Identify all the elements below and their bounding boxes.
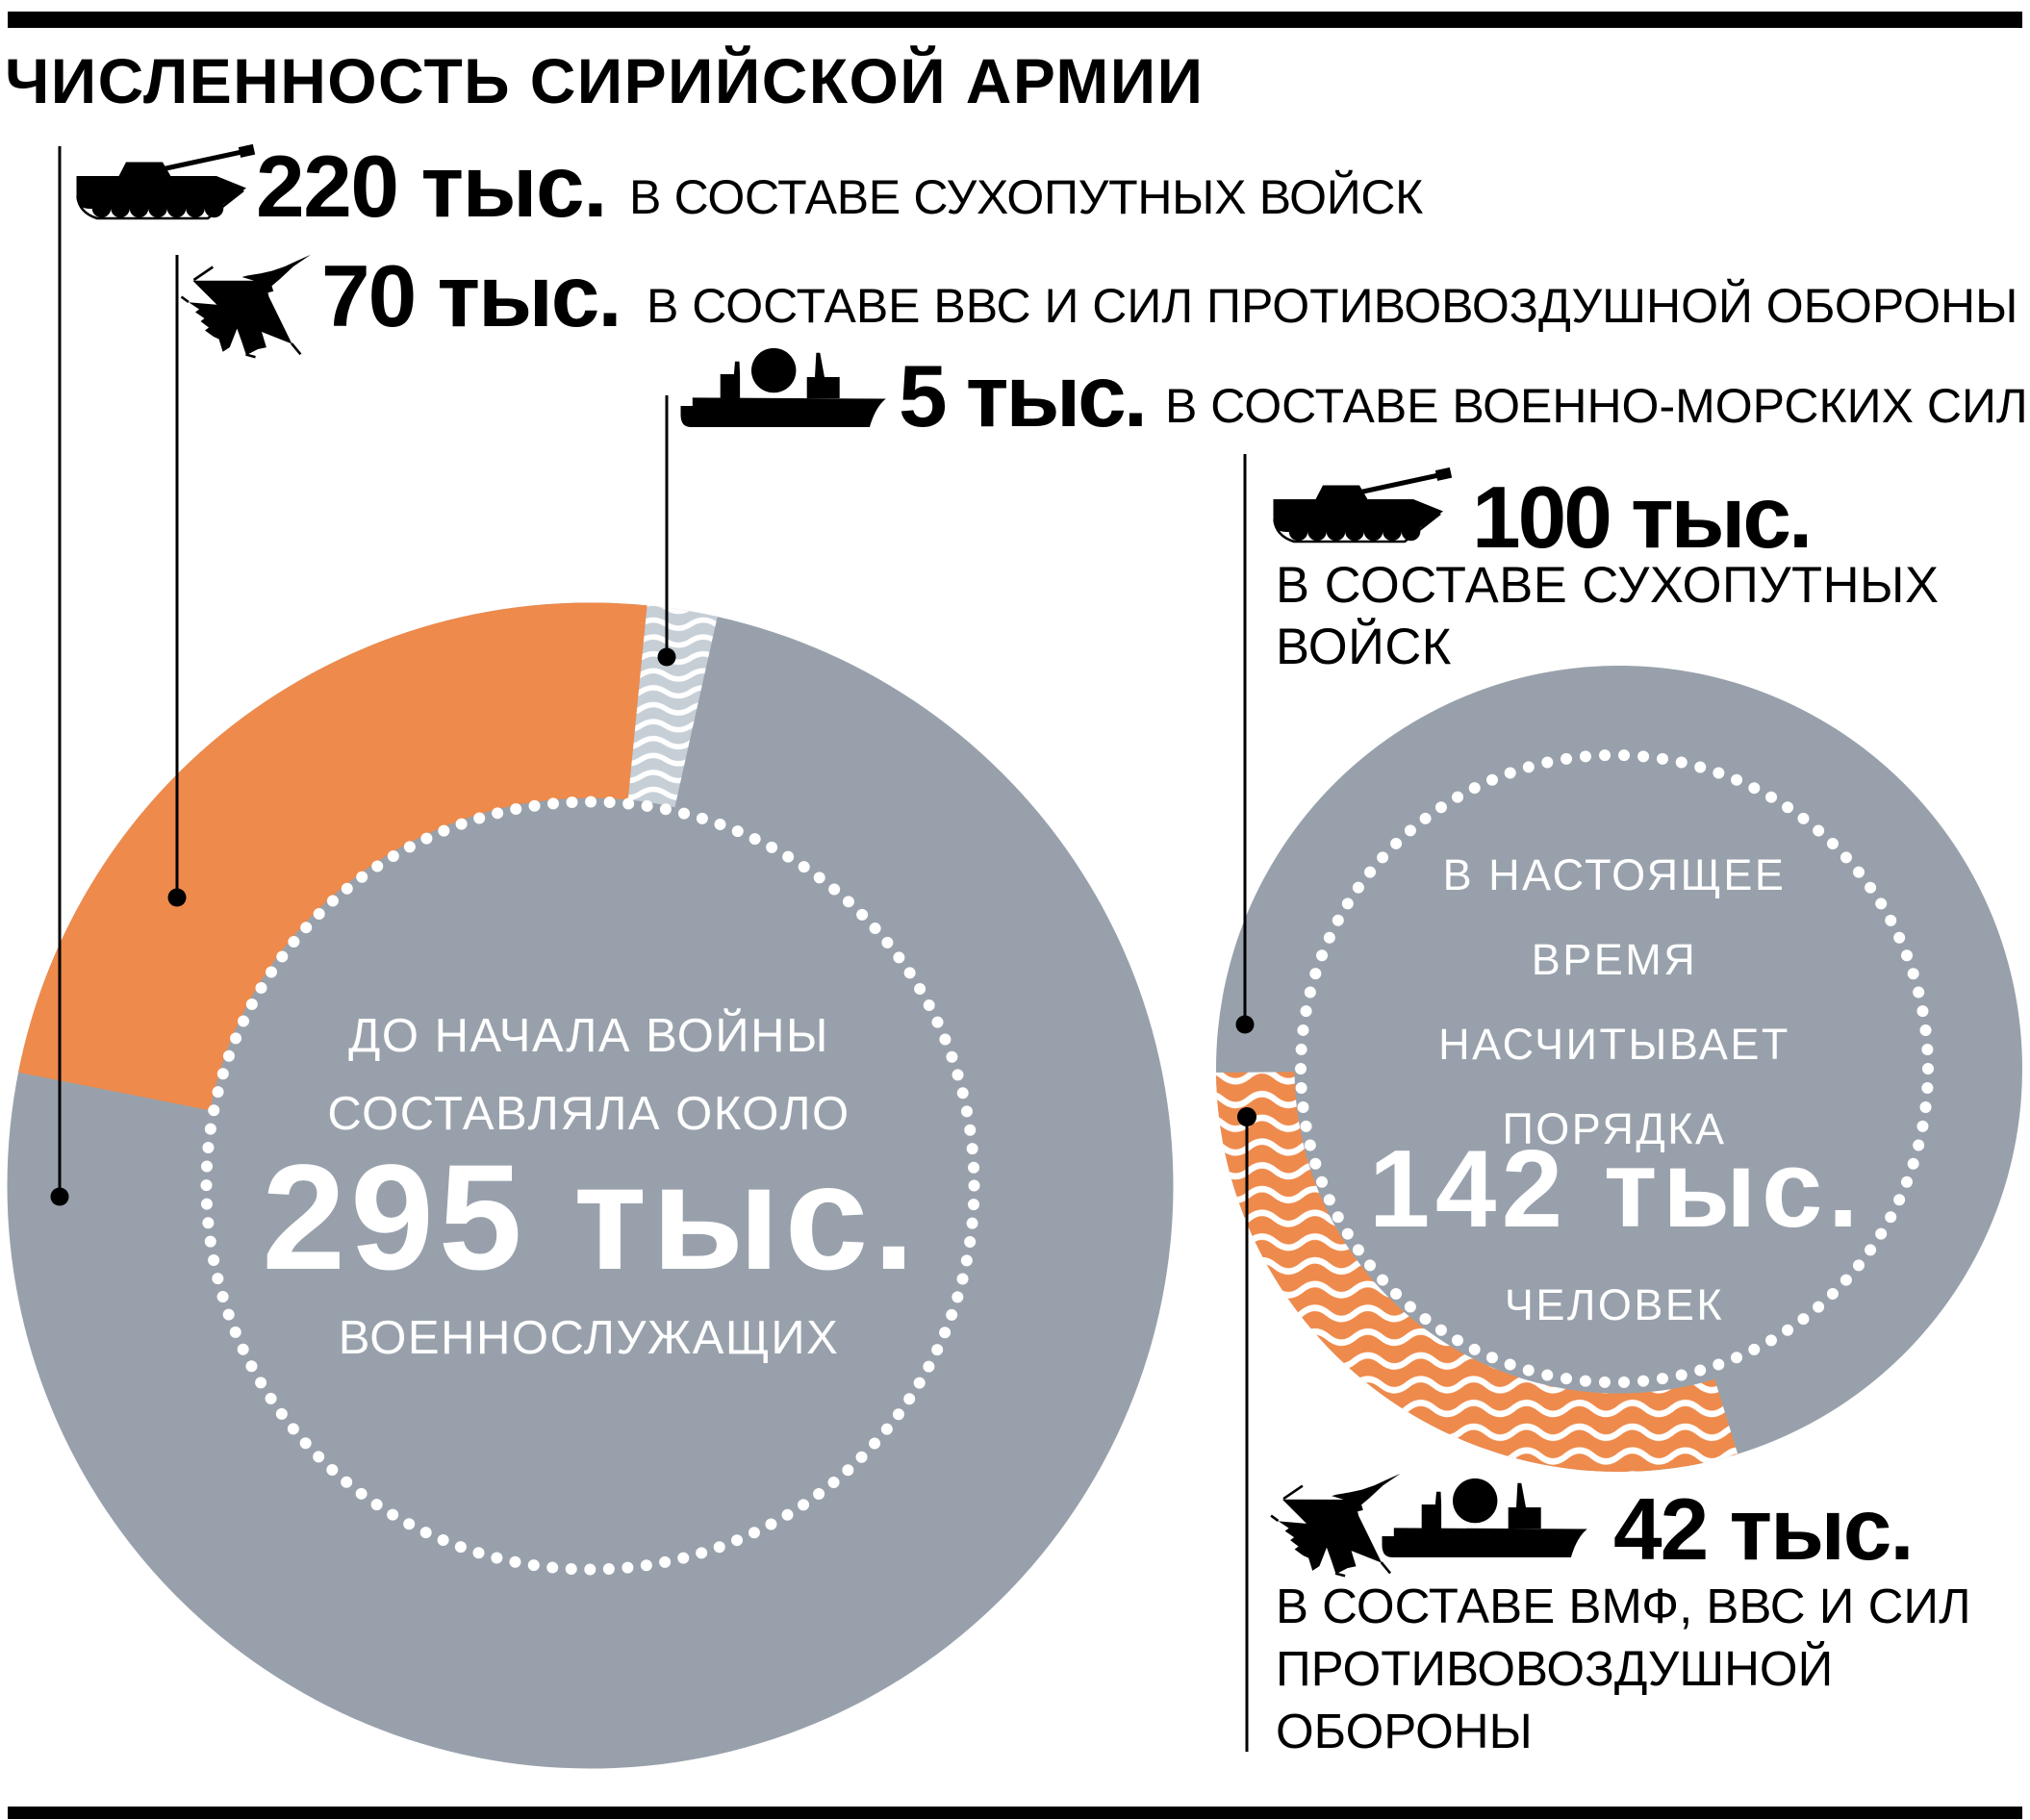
svg-text:ВОЙСК: ВОЙСК [1276, 619, 1452, 675]
svg-text:ОБОРОНЫ: ОБОРОНЫ [1276, 1704, 1533, 1758]
svg-text:СОСТАВЛЯЛА ОКОЛО: СОСТАВЛЯЛА ОКОЛО [327, 1088, 850, 1140]
svg-text:5 тыс.: 5 тыс. [899, 348, 1145, 445]
svg-text:В СОСТАВЕ ВМФ, ВВС И СИЛ: В СОСТАВЕ ВМФ, ВВС И СИЛ [1276, 1579, 1971, 1633]
svg-text:142 тыс.: 142 тыс. [1369, 1128, 1864, 1251]
svg-text:В СОСТАВЕ ВВС И СИЛ ПРОТИВОВОЗ: В СОСТАВЕ ВВС И СИЛ ПРОТИВОВОЗДУШНОЙ ОБО… [647, 278, 2017, 333]
svg-text:70 тыс.: 70 тыс. [321, 248, 621, 345]
svg-text:ЧИСЛЕННОСТЬ СИРИЙСКОЙ АРМИИ: ЧИСЛЕННОСТЬ СИРИЙСКОЙ АРМИИ [5, 44, 1204, 116]
svg-text:ДО НАЧАЛА ВОЙНЫ: ДО НАЧАЛА ВОЙНЫ [348, 1009, 829, 1062]
svg-text:ВРЕМЯ: ВРЕМЯ [1532, 935, 1698, 984]
svg-text:220 тыс.: 220 тыс. [256, 139, 606, 236]
svg-text:ПРОТИВОВОЗДУШНОЙ: ПРОТИВОВОЗДУШНОЙ [1276, 1640, 1833, 1696]
svg-text:В НАСТОЯЩЕЕ: В НАСТОЯЩЕЕ [1443, 850, 1787, 899]
svg-text:ПОРЯДКА: ПОРЯДКА [1502, 1104, 1726, 1153]
svg-text:В СОСТАВЕ СУХОПУТНЫХ: В СОСТАВЕ СУХОПУТНЫХ [1276, 557, 1940, 614]
svg-text:ВОЕННОСЛУЖАЩИХ: ВОЕННОСЛУЖАЩИХ [339, 1312, 840, 1364]
svg-text:100 тыс.: 100 тыс. [1472, 469, 1810, 567]
svg-text:ЧЕЛОВЕК: ЧЕЛОВЕК [1505, 1280, 1724, 1329]
svg-text:42 тыс.: 42 тыс. [1613, 1481, 1913, 1579]
svg-text:В СОСТАВЕ ВОЕННО-МОРСКИХ СИЛ: В СОСТАВЕ ВОЕННО-МОРСКИХ СИЛ [1165, 379, 2028, 433]
svg-text:НАСЧИТЫВАЕТ: НАСЧИТЫВАЕТ [1438, 1020, 1790, 1069]
svg-text:295 тыс.: 295 тыс. [262, 1134, 919, 1302]
svg-text:В СОСТАВЕ СУХОПУТНЫХ ВОЙСК: В СОСТАВЕ СУХОПУТНЫХ ВОЙСК [629, 169, 1423, 224]
